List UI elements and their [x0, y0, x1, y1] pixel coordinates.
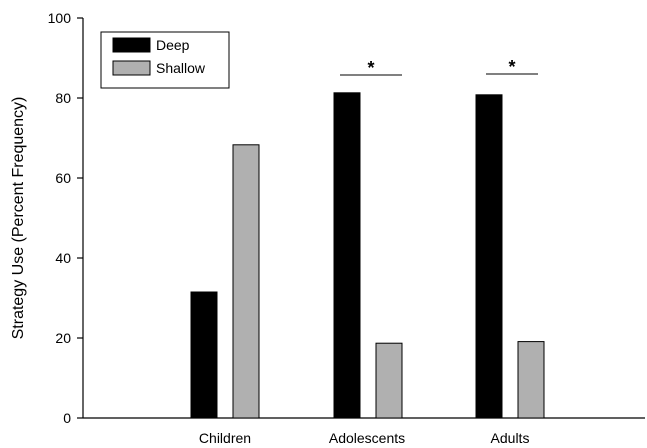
x-tick-label: Adolescents — [329, 430, 405, 446]
y-axis-label: Strategy Use (Percent Frequency) — [10, 97, 27, 340]
legend: Deep Shallow — [100, 31, 230, 89]
y-tick-label: 20 — [55, 330, 71, 346]
y-tick-label: 80 — [55, 90, 71, 106]
bar-shallow-children — [232, 144, 260, 419]
x-tick-label: Children — [199, 430, 251, 446]
significance-annotations: * * — [340, 57, 538, 78]
legend-label-shallow: Shallow — [156, 60, 206, 76]
x-tick-label: Adults — [491, 430, 530, 446]
y-tick-label: 100 — [48, 10, 72, 26]
bar-deep-children — [190, 291, 218, 419]
bar-shallow-adolescents — [375, 342, 403, 419]
legend-swatch-shallow — [112, 60, 151, 76]
significance-star: * — [367, 58, 374, 78]
significance-star: * — [508, 57, 515, 77]
y-tick-label: 0 — [63, 410, 71, 426]
legend-label-deep: Deep — [156, 37, 190, 53]
y-tick-label: 60 — [55, 170, 71, 186]
bars — [190, 92, 545, 419]
y-tick-label: 40 — [55, 250, 71, 266]
axes: 0 20 40 60 80 100 Children Adolescents Adults — [48, 10, 645, 446]
bar-deep-adolescents — [333, 92, 361, 419]
bar-deep-adults — [475, 94, 503, 419]
legend-swatch-deep — [112, 37, 151, 53]
bar-shallow-adults — [517, 341, 545, 419]
